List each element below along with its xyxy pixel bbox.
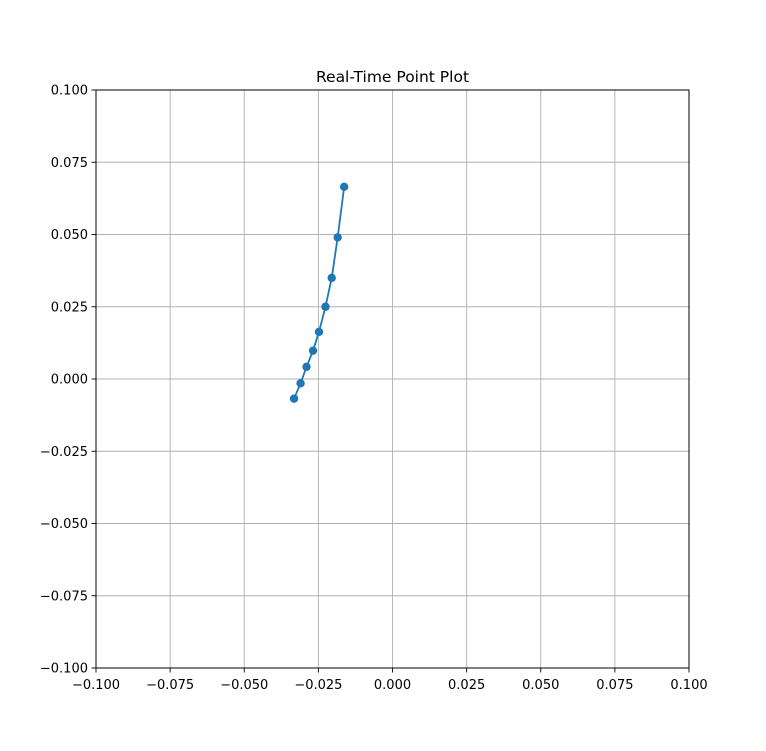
data-point: [333, 233, 342, 242]
x-tick-label: 0.100: [670, 678, 707, 693]
y-tick-label: 0.025: [51, 300, 88, 315]
data-point: [308, 346, 318, 355]
data-point: [327, 273, 336, 283]
data-point: [339, 182, 349, 192]
tick-layer: −0.100 −0.075 −0.050 −0.025 0.000 0.025 0.050 0…: [40, 84, 708, 694]
y-tick-label: 0.000: [51, 373, 88, 388]
x-tick-label: −0.075: [146, 678, 194, 693]
x-tick-label: 0.050: [522, 678, 559, 693]
y-tick-label: −0.025: [40, 445, 88, 460]
data-point: [314, 327, 324, 337]
data-point: [296, 379, 305, 388]
x-tick-label: −0.100: [72, 678, 120, 693]
y-tick-label: 0.075: [51, 156, 88, 171]
data-point: [321, 302, 330, 311]
x-tick-label: 0.025: [448, 678, 485, 693]
y-tick-label: −0.050: [40, 517, 88, 532]
data-point: [289, 394, 299, 403]
data-point: [302, 362, 311, 372]
y-tick-label: 0.100: [51, 84, 88, 99]
x-tick-label: −0.050: [220, 678, 268, 693]
x-tick-label: −0.025: [294, 678, 342, 693]
x-tick-label: 0.000: [374, 678, 411, 693]
y-tick-label: 0.050: [51, 228, 88, 243]
series-layer: [289, 182, 349, 403]
y-tick-label: −0.075: [40, 589, 88, 604]
y-tick-label: −0.100: [40, 662, 88, 677]
x-tick-label: 0.075: [596, 678, 633, 693]
chart-title: Real-Time Point Plot: [316, 68, 469, 86]
